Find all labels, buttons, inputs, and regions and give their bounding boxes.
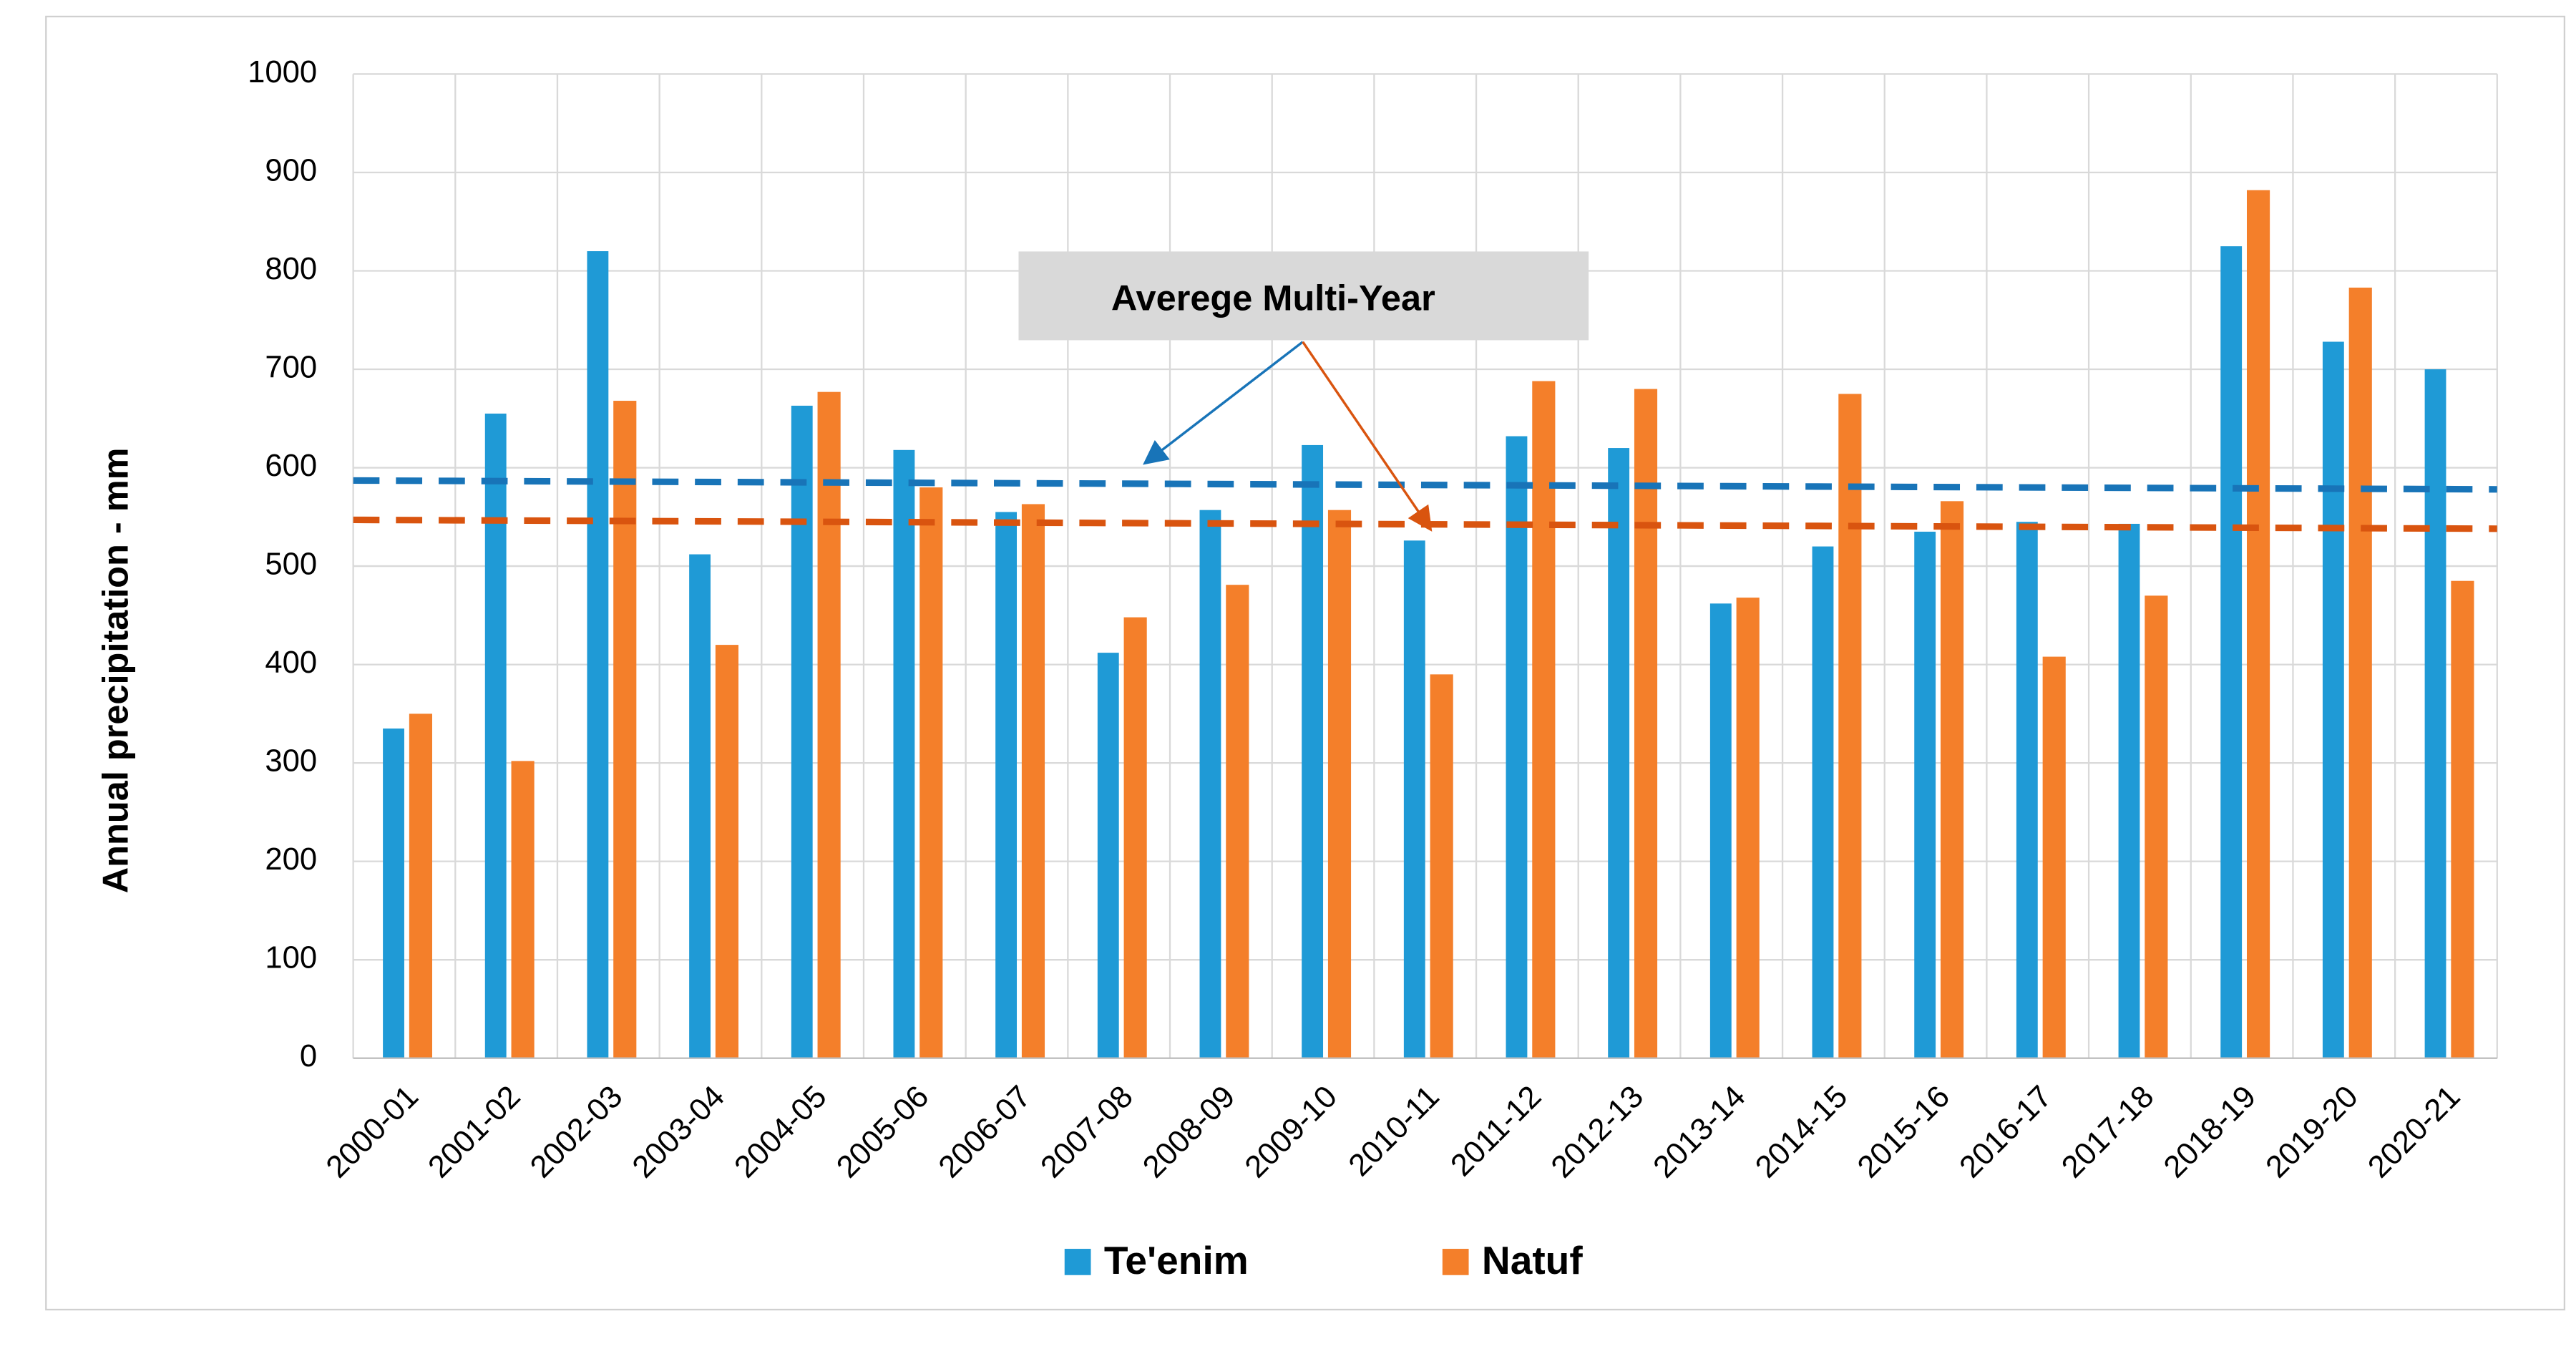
bar (1327, 510, 1352, 1058)
x-tick-label: 2012-13 (1545, 1079, 1650, 1184)
bar (1506, 436, 1528, 1058)
bar (1021, 504, 1045, 1058)
bar (1736, 598, 1760, 1058)
x-tick-label: 2014-15 (1749, 1079, 1854, 1184)
bar (2424, 369, 2446, 1058)
legend-swatch (1442, 1249, 1469, 1275)
annotation-arrow (1143, 341, 1304, 465)
bar (1608, 448, 1630, 1058)
x-tick-label: 2003-04 (626, 1079, 731, 1184)
plot-area: 010020030040050060070080090010002000-012… (248, 55, 2498, 1275)
x-tick-label: 2017-18 (2055, 1079, 2160, 1184)
bar (893, 449, 915, 1058)
bar (1838, 394, 1862, 1058)
bar (1634, 389, 1658, 1058)
x-tick-label: 2013-14 (1647, 1079, 1752, 1184)
bar (919, 487, 943, 1058)
x-tick-label: 2015-16 (1851, 1079, 1956, 1184)
x-tick-label: 2008-09 (1136, 1079, 1241, 1184)
bar (2451, 580, 2474, 1058)
bar (1914, 531, 1936, 1058)
chart-border (45, 15, 2566, 1311)
x-tick-label: 2005-06 (830, 1079, 935, 1184)
y-tick-label: 100 (265, 941, 317, 975)
bar (2118, 523, 2140, 1058)
x-tick-label: 2011-12 (1445, 1079, 1548, 1183)
bar (1097, 653, 1119, 1058)
bar (2220, 246, 2243, 1058)
legend-swatch (1064, 1249, 1091, 1275)
bar (1430, 674, 1453, 1058)
bar (715, 645, 739, 1058)
bar (2246, 190, 2270, 1058)
bar (2322, 341, 2344, 1058)
y-tick-label: 700 (265, 351, 317, 385)
y-tick-label: 500 (265, 547, 317, 582)
x-tick-label: 2007-08 (1035, 1079, 1140, 1184)
bar (817, 391, 841, 1058)
bar (2145, 595, 2168, 1058)
bar (791, 405, 813, 1058)
bar (689, 554, 711, 1058)
bar (2042, 656, 2066, 1058)
bar (587, 251, 609, 1058)
x-tick-label: 2006-07 (932, 1079, 1038, 1184)
x-tick-label: 2010-11 (1342, 1079, 1446, 1183)
bar (1532, 381, 1556, 1058)
x-tick-label: 2009-10 (1239, 1079, 1344, 1184)
bar (995, 512, 1018, 1058)
bar (1199, 510, 1221, 1058)
y-axis-title: Annual precipitation - mm (95, 447, 136, 893)
y-tick-label: 300 (265, 744, 317, 779)
x-tick-label: 2020-21 (2361, 1079, 2467, 1184)
annotation-box (1018, 251, 1589, 341)
y-tick-label: 0 (300, 1039, 317, 1073)
bar (2348, 287, 2372, 1058)
y-tick-label: 800 (265, 252, 317, 286)
bar (409, 713, 432, 1058)
x-tick-label: 2018-19 (2157, 1079, 2263, 1184)
bar (1302, 444, 1324, 1058)
x-tick-label: 2019-20 (2260, 1079, 2365, 1184)
y-tick-label: 400 (265, 646, 317, 680)
annotation: Averege Multi-Year (1111, 278, 1435, 318)
bar (1709, 603, 1732, 1058)
bar (1226, 585, 1249, 1058)
y-tick-label: 1000 (248, 55, 317, 89)
bar (2016, 522, 2038, 1058)
annotation-arrow (1302, 341, 1433, 532)
y-tick-label: 200 (265, 842, 317, 877)
bar (1812, 546, 1834, 1058)
legend-label: Te'enim (1104, 1238, 1249, 1282)
x-tick-label: 2000-01 (320, 1079, 425, 1184)
bar (1403, 540, 1425, 1058)
bar (1123, 617, 1147, 1058)
x-tick-label: 2004-05 (728, 1079, 834, 1184)
bar (383, 728, 404, 1058)
x-tick-label: 2016-17 (1953, 1079, 2059, 1184)
y-tick-label: 900 (265, 153, 317, 187)
bar (484, 413, 507, 1058)
average-line (353, 477, 2497, 493)
legend-label: Natuf (1482, 1238, 1583, 1282)
x-tick-label: 2002-03 (524, 1079, 629, 1184)
bar (1940, 501, 1964, 1058)
bar (511, 761, 535, 1058)
bar (613, 401, 637, 1058)
y-tick-label: 600 (265, 449, 317, 483)
x-tick-label: 2001-02 (422, 1079, 527, 1184)
